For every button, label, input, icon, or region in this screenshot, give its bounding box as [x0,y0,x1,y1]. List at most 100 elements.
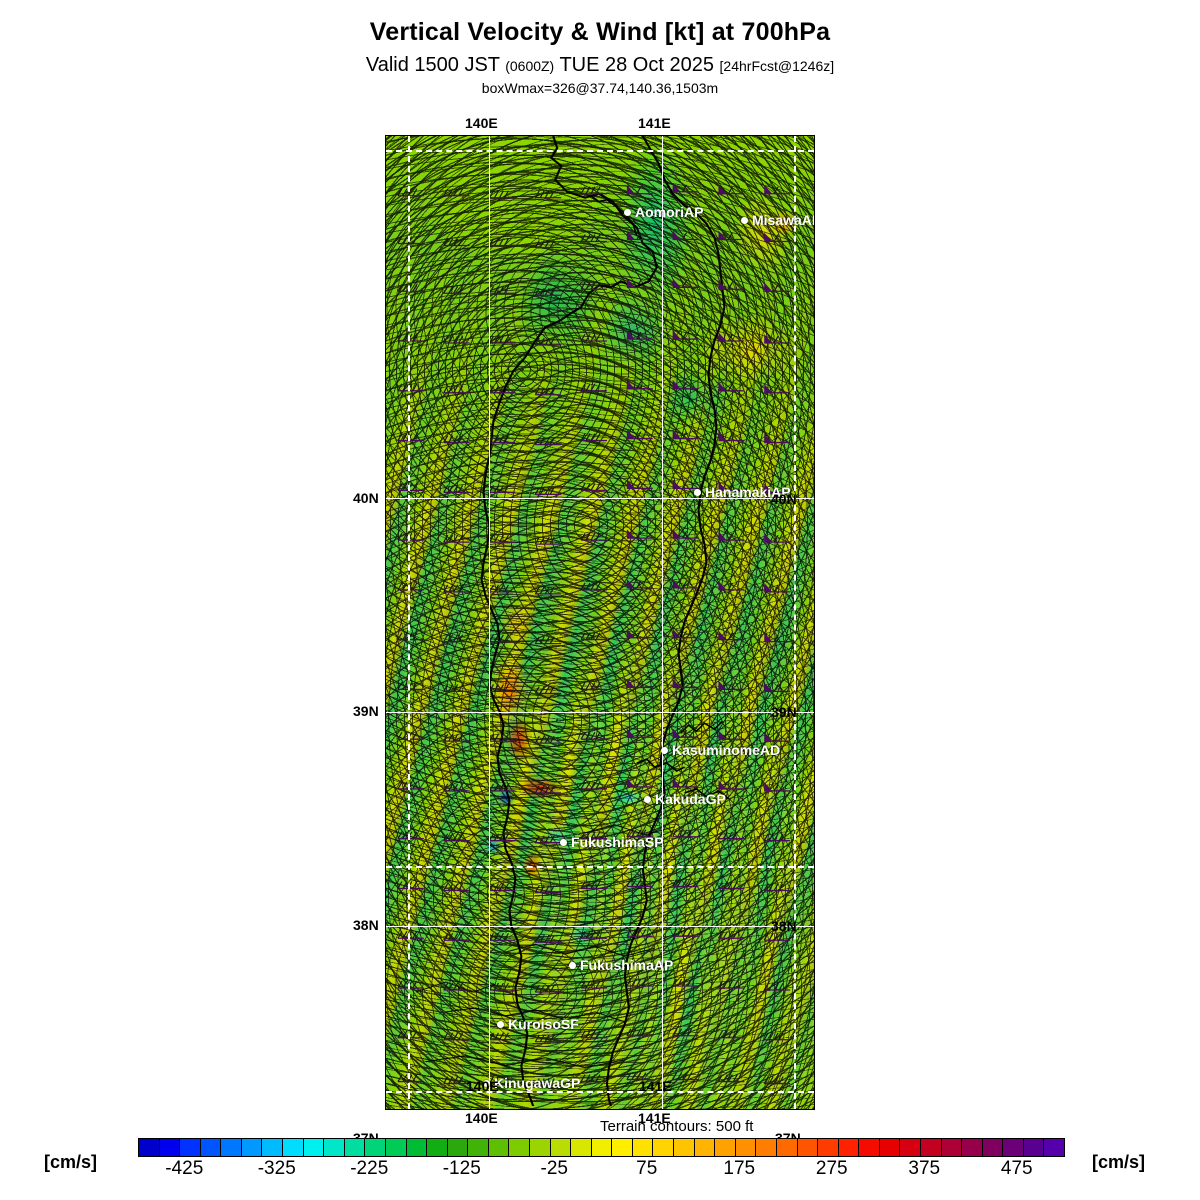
colorbar-swatch-12 [385,1139,407,1156]
colorbar-swatch-23 [612,1139,633,1156]
colorbar-swatch-25 [653,1139,675,1156]
station-label: KakudaGP [655,791,726,807]
colorbar-tick-75: 75 [636,1158,658,1179]
colorbar-unit-left: [cm/s] [44,1152,98,1172]
colorbar-swatch-0 [139,1139,160,1156]
colorbar-swatch-41 [982,1139,1004,1156]
inmap-lat-38N-right: 38N [771,918,797,934]
lon-label-top-140E: 140E [465,115,498,131]
station-marker-dot [644,795,651,803]
station-fukushimasp[interactable]: FukushimaSP [560,834,664,850]
lon-label-top-141E: 141E [638,115,671,131]
colorbar-swatch-13 [406,1139,428,1156]
title-block: Vertical Velocity & Wind [kt] at 700hPa … [0,18,1200,96]
vertical-velocity-field: AomoriAP MisawaAD HanamakiAP KasuminomeA… [386,136,814,1109]
colorbar-swatch-17 [488,1139,510,1156]
forecast-tag: [24hrFcst@1246z] [719,57,835,74]
colorbar-swatch-44 [1044,1139,1065,1156]
colorbar-unit-right: [cm/s] [1092,1152,1146,1172]
station-label: KasuminomeAD [672,742,781,758]
colorbar-swatch-42 [1003,1139,1024,1156]
station-fukushimaap[interactable]: FukushimaAP [569,957,673,973]
station-kakudagp[interactable]: KakudaGP [644,791,726,807]
station-marker-dot [560,838,567,846]
inmap-lat-39N-right: 39N [771,704,797,720]
page-title: Vertical Velocity & Wind [kt] at 700hPa [369,18,831,46]
colorbar-swatch-8 [303,1139,325,1156]
colorbar-swatch-10 [344,1139,366,1156]
valid-time-line: Valid 1500 JST (0600Z) TUE 28 Oct 2025 [… [0,54,1200,76]
station-marker-dot [661,746,668,754]
colorbar-tick-275: 275 [815,1158,848,1179]
colorbar-swatch-4 [221,1139,242,1156]
graticule-lat-38N [386,926,814,927]
domain-box-top [386,150,814,152]
colorbar-swatch-18 [509,1139,530,1156]
colorbar-tick--25: -25 [540,1158,568,1179]
colorbar-tick-475: 475 [1000,1158,1033,1179]
lat-label-left-38N: 38N [353,917,379,933]
colorbar-swatch-5 [241,1139,263,1156]
colorbar-swatch-24 [632,1139,654,1156]
station-aomoriap[interactable]: AomoriAP [624,204,703,220]
colorbar-swatch-1 [159,1139,181,1156]
colorbar-swatch-19 [529,1139,551,1156]
station-marker-dot [694,488,701,496]
station-label: FukushimaSP [571,834,664,850]
terrain-contour-note: Terrain contours: 500 ft [600,1118,754,1135]
colorbar-swatch-33 [818,1139,839,1156]
map-panel[interactable]: 140E 141E 140E 141E 40N 39N 38N 37N 40N … [353,115,815,1146]
colorbar-tick--225: -225 [350,1158,389,1179]
station-marker-dot [497,1020,504,1028]
station-kasuminomead[interactable]: KasuminomeAD [661,742,780,758]
colorbar-swatch-7 [283,1139,304,1156]
coastline-layer [415,136,729,1107]
inmap-lat-40N-right: 40N [771,491,797,507]
station-misawaad[interactable]: MisawaAD [741,212,814,228]
station-label: KinugawaGP [494,1075,581,1091]
terrain-contours [386,136,814,1109]
colorbar-swatch-37 [900,1139,921,1156]
station-label: AomoriAP [635,204,704,220]
colorbar-tick-375: 375 [908,1158,941,1179]
colorbar-swatch-16 [468,1139,489,1156]
domain-box-right [794,136,796,1109]
station-hanamakiap[interactable]: HanamakiAP [694,484,791,500]
colorbar-swatch-34 [838,1139,860,1156]
lon-label-bottom-140E: 140E [465,1110,498,1126]
inmap-lon-140E-bottom: 140E [466,1078,499,1094]
colorbar-tick--325: -325 [257,1158,296,1179]
station-marker-dot [483,1079,490,1087]
colorbar-swatch-31 [776,1139,798,1156]
inner-box-line [386,866,814,868]
graticule-lat-39N [386,712,814,713]
colorbar-swatch-27 [694,1139,716,1156]
colorbar-swatch-43 [1023,1139,1045,1156]
colorbar-swatch-9 [324,1139,345,1156]
lat-label-left-40N: 40N [353,490,379,506]
colorbar-swatch-2 [180,1139,201,1156]
station-kuroisosf[interactable]: KuroisoSF [497,1016,579,1032]
station-label: FukushimaAP [580,957,674,973]
colorbar-swatch-14 [427,1139,448,1156]
colorbar-swatch-20 [550,1139,572,1156]
station-label: MisawaAD [752,212,814,228]
colorbar-swatch-3 [200,1139,222,1156]
colorbar-swatch-26 [674,1139,695,1156]
station-marker-dot [569,961,576,969]
colorbar-tick--125: -125 [442,1158,481,1179]
colorbar-swatch-32 [797,1139,819,1156]
colorbar-tick-175: 175 [723,1158,756,1179]
valid-date: TUE 28 Oct 2025 [559,53,714,76]
colorbar-swatch-39 [941,1139,963,1156]
map-frame: AomoriAP MisawaAD HanamakiAP KasuminomeA… [385,135,815,1110]
station-kinugawagp[interactable]: KinugawaGP [483,1075,580,1091]
colorbar[interactable] [138,1138,1065,1157]
colorbar-swatch-28 [715,1139,736,1156]
colorbar-swatch-6 [262,1139,284,1156]
boxwmax-annotation: boxWmax=326@37.74,140.36,1503m [481,79,719,96]
domain-box-left [408,136,410,1109]
colorbar-swatch-29 [735,1139,757,1156]
colorbar-swatch-38 [920,1139,942,1156]
graticule-lon-140E [489,136,490,1109]
